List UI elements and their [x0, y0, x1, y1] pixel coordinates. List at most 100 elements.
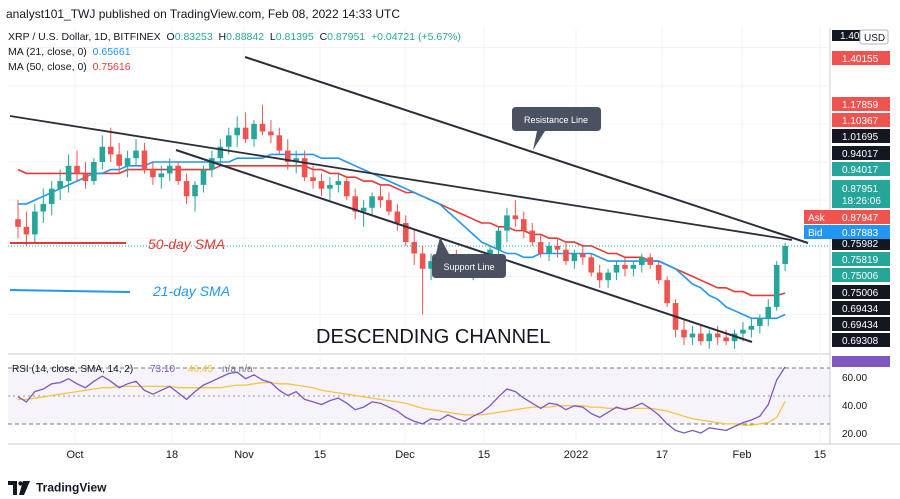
- candle: [782, 242, 788, 272]
- candle-body: [554, 245, 561, 250]
- candle-body: [731, 333, 738, 342]
- candle-body: [394, 211, 401, 223]
- candle-body: [689, 333, 696, 338]
- candle: [757, 314, 763, 334]
- legend-open-label: O: [166, 31, 175, 43]
- legend-symbol: XRP / U.S. Dollar, 1D, BITFINEX: [8, 31, 161, 43]
- candle: [377, 184, 384, 208]
- candle: [563, 242, 569, 265]
- channel-label: DESCENDING CHANNEL: [316, 326, 550, 348]
- candle-body: [740, 329, 746, 334]
- candle: [630, 261, 637, 277]
- legend-ma21-label: MA (21, close, 0): [8, 46, 87, 58]
- price-label: 0.75006: [842, 288, 879, 299]
- candle-body: [234, 127, 240, 136]
- tradingview-logo-icon[interactable]: [8, 480, 30, 495]
- candle-body: [91, 162, 97, 182]
- candle: [259, 104, 266, 136]
- candle-body: [318, 181, 325, 189]
- candle-body: [571, 253, 578, 262]
- candle-body: [757, 318, 763, 326]
- candle: [588, 253, 595, 277]
- time-axis-label: Dec: [395, 449, 415, 461]
- candles-layer: [8, 104, 830, 349]
- rsi-pane-bg: [8, 356, 830, 444]
- candle: [546, 242, 552, 262]
- candle-body: [183, 181, 190, 197]
- bid-box: [804, 225, 890, 239]
- candle: [689, 325, 696, 345]
- time-axis[interactable]: Oct 18 Nov 15 Dec 15 2022 17 Feb 15: [66, 449, 826, 461]
- candle-body: [613, 264, 620, 273]
- candle: [504, 207, 510, 243]
- candle-body: [411, 242, 418, 254]
- candle: [386, 192, 392, 216]
- price-label-box: [832, 301, 890, 315]
- rsi-axis-label: 60.00: [842, 373, 867, 384]
- candle: [765, 299, 772, 326]
- candle: [639, 253, 645, 273]
- candle-body: [82, 173, 89, 182]
- rsi-legend-value1: 73.10: [150, 364, 175, 375]
- footer-brand: TradingView: [36, 480, 107, 495]
- legend-change: +0.04721 (+5.67%): [370, 31, 461, 43]
- candle: [655, 261, 662, 284]
- legend-low: 0.81395: [275, 31, 314, 43]
- candle: [647, 253, 654, 269]
- candle-body: [217, 146, 224, 159]
- candle: [268, 120, 274, 143]
- ask-value: 0.87947: [842, 213, 879, 224]
- resistance-callout-text: Resistance Line: [524, 115, 588, 125]
- rsi-axis-label: 20.00: [842, 429, 867, 440]
- price-axis[interactable]: 1.40693 USD 1.40155 1.17859 1.10367 1.01695…: [804, 29, 890, 347]
- candle-body: [15, 219, 21, 227]
- candle: [394, 203, 401, 231]
- candle: [234, 116, 240, 147]
- candle: [352, 188, 358, 220]
- legend-ma50-row: MA (50, close, 0) 0.75616: [8, 60, 461, 75]
- legend-ma21-value: 0.65661: [92, 46, 131, 58]
- candle: [698, 325, 704, 345]
- rsi-sma-line: [18, 381, 786, 426]
- chart-canvas[interactable]: 50-day SMA 21-day SMA Resistance Line Su…: [0, 0, 900, 476]
- footer: TradingView: [0, 476, 900, 499]
- candle-body: [48, 188, 55, 204]
- candle-body: [546, 245, 552, 254]
- candle-body: [57, 181, 63, 189]
- candle-body: [647, 257, 654, 265]
- rsi-axis-value-box: [832, 356, 890, 367]
- time-axis-label: 17: [656, 449, 668, 461]
- resistance-line: [9, 115, 793, 241]
- current-price-label: 0.87951: [842, 184, 879, 195]
- candle: [318, 173, 325, 197]
- candle: [512, 200, 519, 227]
- candle: [537, 234, 544, 258]
- grid-lines: [8, 28, 830, 444]
- channel-upper-line: [244, 56, 809, 244]
- candle: [369, 192, 375, 216]
- candle: [343, 177, 350, 201]
- price-label-box: [832, 113, 890, 127]
- candle-body: [158, 173, 165, 178]
- legend-low-label: L: [269, 31, 276, 43]
- candle-body: [428, 261, 434, 269]
- price-label-box: [832, 252, 890, 266]
- candle: [40, 188, 47, 223]
- price-label-box: [832, 129, 890, 143]
- candle: [23, 211, 30, 246]
- price-label-box: [832, 285, 890, 299]
- candle-body: [504, 215, 510, 231]
- time-axis-label: 15: [314, 449, 326, 461]
- rsi-legend-na: n/a n/a: [222, 364, 253, 375]
- resistance-callout: Resistance Line: [512, 107, 601, 150]
- candle: [613, 261, 620, 281]
- price-label-box: [832, 97, 890, 111]
- candle-body: [301, 158, 308, 178]
- candle: [57, 169, 63, 201]
- candle-body: [765, 306, 772, 319]
- price-label-box: [832, 268, 890, 282]
- currency-badge[interactable]: [859, 29, 889, 45]
- candle: [150, 162, 156, 185]
- candle: [141, 142, 148, 174]
- candle: [301, 150, 308, 182]
